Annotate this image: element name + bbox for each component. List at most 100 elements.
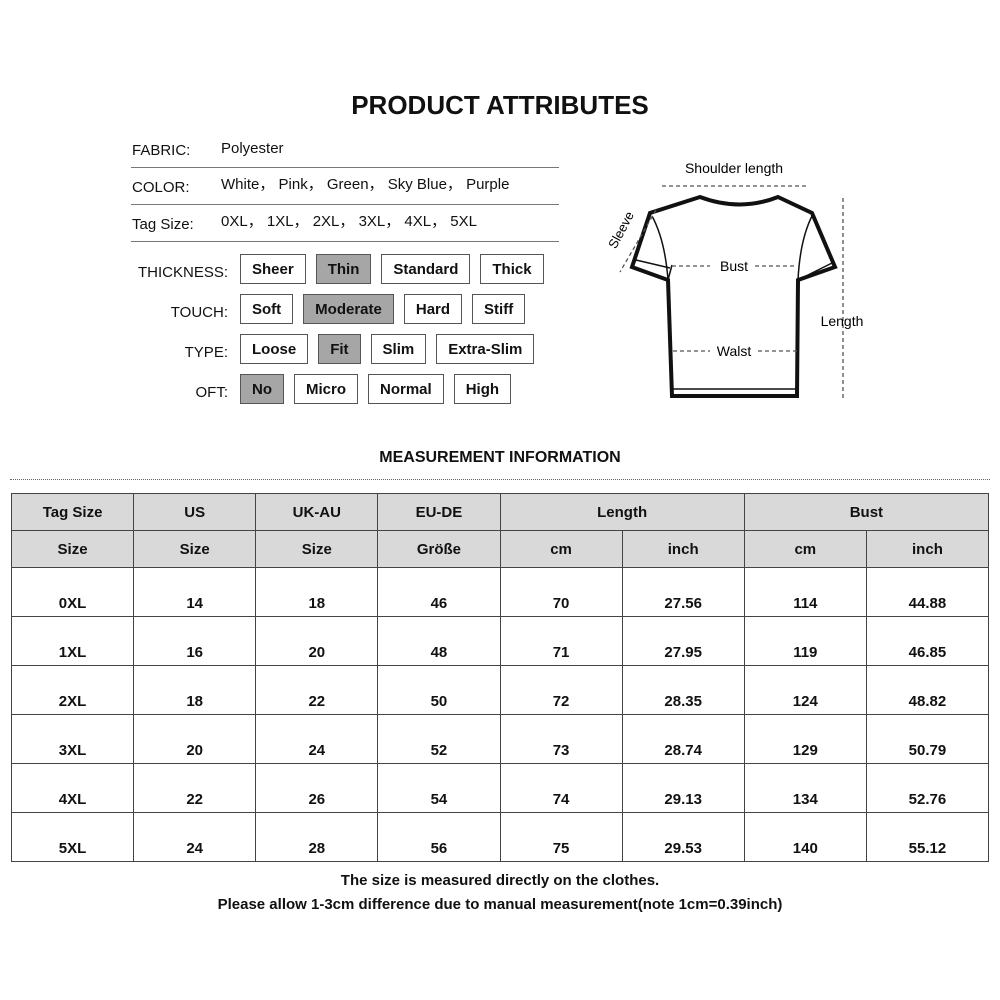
table-cell: 56 xyxy=(377,812,501,862)
subheader-cell: Size xyxy=(255,530,379,568)
table-cell: 50.79 xyxy=(865,714,990,764)
subheader-cell: inch xyxy=(865,530,990,568)
divider xyxy=(10,479,990,480)
option-row-thickness: THICKNESS: Sheer Thin Standard Thick xyxy=(120,254,544,284)
header-cell: Tag Size xyxy=(10,493,135,531)
subheader-cell: cm xyxy=(743,530,867,568)
table-cell: 22 xyxy=(133,763,257,813)
table-cell: 27.95 xyxy=(621,616,745,666)
subheader-cell: cm xyxy=(499,530,623,568)
table-row: 1XL 16 20 48 71 27.95 119 46.85 xyxy=(10,616,990,666)
subheader-cell: Size xyxy=(133,530,257,568)
info-tag-size: Tag Size: 0XL， 1XL， 2XL， 3XL， 4XL， 5XL xyxy=(131,205,559,242)
option-fit[interactable]: Fit xyxy=(318,334,361,364)
table-cell: 52 xyxy=(377,714,501,764)
option-no[interactable]: No xyxy=(240,374,284,404)
option-micro[interactable]: Micro xyxy=(294,374,359,404)
table-cell: 3XL xyxy=(10,714,135,764)
info-value: Polyester xyxy=(221,140,284,157)
header-cell: Bust xyxy=(743,493,990,531)
length-label: Length xyxy=(821,313,864,329)
table-cell: 24 xyxy=(133,812,257,862)
shoulder-label: Shoulder length xyxy=(685,160,783,176)
sleeve-label: Sleeve xyxy=(605,209,637,251)
option-row-touch: TOUCH: Soft Moderate Hard Stiff xyxy=(120,294,526,324)
table-cell: 4XL xyxy=(10,763,135,813)
table-cell: 22 xyxy=(255,665,379,715)
table-row: 2XL 18 22 50 72 28.35 124 48.82 xyxy=(10,665,990,715)
page-title: PRODUCT ATTRIBUTES xyxy=(351,90,649,120)
table-cell: 28.35 xyxy=(621,665,745,715)
tshirt-diagram: Shoulder length Bust Walst Length Sleeve xyxy=(605,160,864,398)
info-color: COLOR: White， Pink， Green， Sky Blue， Purp… xyxy=(131,168,559,205)
table-cell: 55.12 xyxy=(865,812,990,862)
option-thick[interactable]: Thick xyxy=(480,254,544,284)
table-cell: 52.76 xyxy=(865,763,990,813)
option-moderate[interactable]: Moderate xyxy=(303,294,394,324)
size-table: Tag Size US UK-AU EU-DE Length Bust Size… xyxy=(10,493,990,862)
table-cell: 74 xyxy=(499,763,623,813)
table-cell: 46.85 xyxy=(865,616,990,666)
option-extra-slim[interactable]: Extra-Slim xyxy=(436,334,535,364)
table-cell: 119 xyxy=(743,616,867,666)
option-standard[interactable]: Standard xyxy=(381,254,471,284)
table-cell: 20 xyxy=(255,616,379,666)
option-sheer[interactable]: Sheer xyxy=(240,254,306,284)
option-soft[interactable]: Soft xyxy=(240,294,294,324)
info-value: 0XL， 1XL， 2XL， 3XL， 4XL， 5XL xyxy=(221,213,477,230)
option-label: TYPE: xyxy=(184,343,228,361)
table-cell: 72 xyxy=(499,665,623,715)
waist-label: Walst xyxy=(717,343,752,359)
option-stiff[interactable]: Stiff xyxy=(472,294,526,324)
table-cell: 0XL xyxy=(10,567,135,617)
info-label: COLOR: xyxy=(132,179,190,196)
table-cell: 28 xyxy=(255,812,379,862)
info-label: FABRIC: xyxy=(132,142,191,159)
table-cell: 50 xyxy=(377,665,501,715)
table-cell: 2XL xyxy=(10,665,135,715)
option-slim[interactable]: Slim xyxy=(370,334,427,364)
table-row: 4XL 22 26 54 74 29.13 134 52.76 xyxy=(10,763,990,813)
table-cell: 27.56 xyxy=(621,567,745,617)
table-row: 3XL 20 24 52 73 28.74 129 50.79 xyxy=(10,714,990,764)
table-cell: 75 xyxy=(499,812,623,862)
table-cell: 14 xyxy=(133,567,257,617)
measurement-title: MEASUREMENT INFORMATION xyxy=(379,449,621,466)
table-cell: 16 xyxy=(133,616,257,666)
table-subheader-row: Size Size Size Größe cm inch cm inch xyxy=(10,530,990,568)
header-cell: US xyxy=(133,493,257,531)
table-cell: 18 xyxy=(255,567,379,617)
option-row-oft: OFT: No Micro Normal High xyxy=(120,374,512,404)
table-cell: 71 xyxy=(499,616,623,666)
table-cell: 48.82 xyxy=(865,665,990,715)
table-cell: 140 xyxy=(743,812,867,862)
option-normal[interactable]: Normal xyxy=(368,374,444,404)
note-measure: The size is measured directly on the clo… xyxy=(340,872,660,889)
header-cell: UK-AU xyxy=(255,493,379,531)
option-thin[interactable]: Thin xyxy=(315,254,372,284)
option-hard[interactable]: Hard xyxy=(403,294,463,324)
info-fabric: FABRIC: Polyester xyxy=(131,131,559,168)
table-cell: 24 xyxy=(255,714,379,764)
table-cell: 1XL xyxy=(10,616,135,666)
table-cell: 124 xyxy=(743,665,867,715)
table-cell: 28.74 xyxy=(621,714,745,764)
option-row-type: TYPE: Loose Fit Slim Extra-Slim xyxy=(120,334,535,364)
table-cell: 46 xyxy=(377,567,501,617)
table-cell: 54 xyxy=(377,763,501,813)
table-cell: 114 xyxy=(743,567,867,617)
table-cell: 73 xyxy=(499,714,623,764)
header-cell: Length xyxy=(499,493,745,531)
subheader-cell: Size xyxy=(10,530,135,568)
table-cell: 129 xyxy=(743,714,867,764)
subheader-cell: Größe xyxy=(377,530,501,568)
option-label: OFT: xyxy=(195,383,229,401)
option-high[interactable]: High xyxy=(453,374,512,404)
table-cell: 48 xyxy=(377,616,501,666)
table-cell: 5XL xyxy=(10,812,135,862)
table-cell: 18 xyxy=(133,665,257,715)
tshirt-outline xyxy=(629,194,838,398)
option-loose[interactable]: Loose xyxy=(240,334,309,364)
table-header-row: Tag Size US UK-AU EU-DE Length Bust xyxy=(10,493,990,531)
info-label: Tag Size: xyxy=(132,216,194,233)
